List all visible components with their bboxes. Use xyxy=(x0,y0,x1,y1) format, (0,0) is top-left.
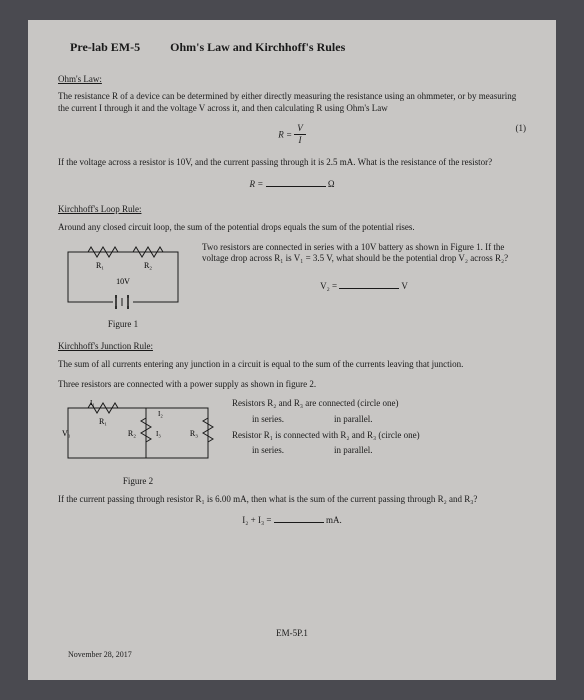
eq-numerator: V xyxy=(294,123,306,136)
ohms-law-text: The resistance R of a device can be dete… xyxy=(58,91,526,114)
svg-text:V₁: V₁ xyxy=(62,429,71,438)
svg-text:I₁: I₁ xyxy=(90,399,95,407)
ma-unit: mA. xyxy=(326,515,342,525)
page-date: November 28, 2017 xyxy=(68,650,132,660)
loop-question: Two resistors are connected in series wi… xyxy=(202,242,526,265)
figure2-row: R₁ R₂ R₃ V₁ I₁ I₂ I₃ Figure 2 Resistors … xyxy=(58,398,526,487)
opt-parallel-1[interactable]: in parallel. xyxy=(334,414,372,426)
resistance-blank[interactable] xyxy=(266,177,326,187)
svg-text:I₃: I₃ xyxy=(156,430,161,438)
junction-text2: Three resistors are connected with a pow… xyxy=(58,379,526,391)
i-sum-equals: I₂ + I₃ = xyxy=(242,515,273,525)
header-right: Ohm's Law and Kirchhoff's Rules xyxy=(170,40,345,56)
v2-equals: V₂ = xyxy=(320,281,339,291)
q-r1: Resistor R₁ is connected with R₂ and R₃ … xyxy=(232,430,526,442)
ohms-question: If the voltage across a resistor is 10V,… xyxy=(58,157,526,169)
page-header: Pre-lab EM-5 Ohm's Law and Kirchhoff's R… xyxy=(58,40,526,56)
q-r2r3: Resistors R₂ and R₃ are connected (circl… xyxy=(232,398,526,410)
opts2: in series. in parallel. xyxy=(232,441,526,461)
opts1: in series. in parallel. xyxy=(232,410,526,430)
ohms-answer-row: R = Ω xyxy=(58,177,526,191)
circuit2-svg: R₁ R₂ R₃ V₁ I₁ I₂ I₃ xyxy=(58,398,218,468)
junction-text1: The sum of all currents entering any jun… xyxy=(58,359,526,371)
figure2: R₁ R₂ R₃ V₁ I₁ I₂ I₃ Figure 2 xyxy=(58,398,218,487)
eq-number: (1) xyxy=(516,123,527,135)
figure1-row: R₁ R₂ 10V Figure 1 Two resistors are con… xyxy=(58,242,526,331)
r-equals: R = xyxy=(249,179,265,189)
svg-text:R₃: R₃ xyxy=(190,429,198,438)
junction-rule-title: Kirchhoff's Junction Rule: xyxy=(58,341,526,353)
current-question: If the current passing through resistor … xyxy=(58,494,526,506)
eq-fraction: V I xyxy=(294,123,306,147)
svg-text:I₂: I₂ xyxy=(158,410,163,418)
page-number: EM-5P.1 xyxy=(28,628,556,640)
svg-text:10V: 10V xyxy=(116,277,130,286)
figure2-caption: Figure 2 xyxy=(58,476,218,488)
ohm-unit: Ω xyxy=(328,179,335,189)
figure1: R₁ R₂ 10V Figure 1 xyxy=(58,242,188,331)
circuit1-svg: R₁ R₂ 10V xyxy=(58,242,188,312)
svg-text:R₂: R₂ xyxy=(128,429,136,438)
worksheet-page: Pre-lab EM-5 Ohm's Law and Kirchhoff's R… xyxy=(28,20,556,680)
eq-r: R = xyxy=(278,129,294,139)
eq-denominator: I xyxy=(294,135,306,147)
v2-unit: V xyxy=(401,281,408,291)
svg-text:R₁: R₁ xyxy=(96,261,104,270)
figure1-caption: Figure 1 xyxy=(58,319,188,331)
figure2-text: Resistors R₂ and R₃ are connected (circl… xyxy=(232,398,526,461)
current-answer-row: I₂ + I₃ = mA. xyxy=(58,513,526,527)
v2-blank[interactable] xyxy=(339,279,399,289)
loop-rule-text: Around any closed circuit loop, the sum … xyxy=(58,222,526,234)
v2-answer-row: V₂ = V xyxy=(202,279,526,293)
svg-text:R₁: R₁ xyxy=(99,417,107,426)
ohms-equation: R = V I (1) xyxy=(58,123,526,147)
svg-text:R₂: R₂ xyxy=(144,261,152,270)
opt-series-2[interactable]: in series. xyxy=(252,445,284,457)
opt-parallel-2[interactable]: in parallel. xyxy=(334,445,372,457)
header-left: Pre-lab EM-5 xyxy=(70,40,140,56)
ohms-law-title: Ohm's Law: xyxy=(58,74,526,86)
current-blank[interactable] xyxy=(274,513,324,523)
loop-rule-title: Kirchhoff's Loop Rule: xyxy=(58,204,526,216)
figure1-text: Two resistors are connected in series wi… xyxy=(202,242,526,293)
opt-series-1[interactable]: in series. xyxy=(252,414,284,426)
